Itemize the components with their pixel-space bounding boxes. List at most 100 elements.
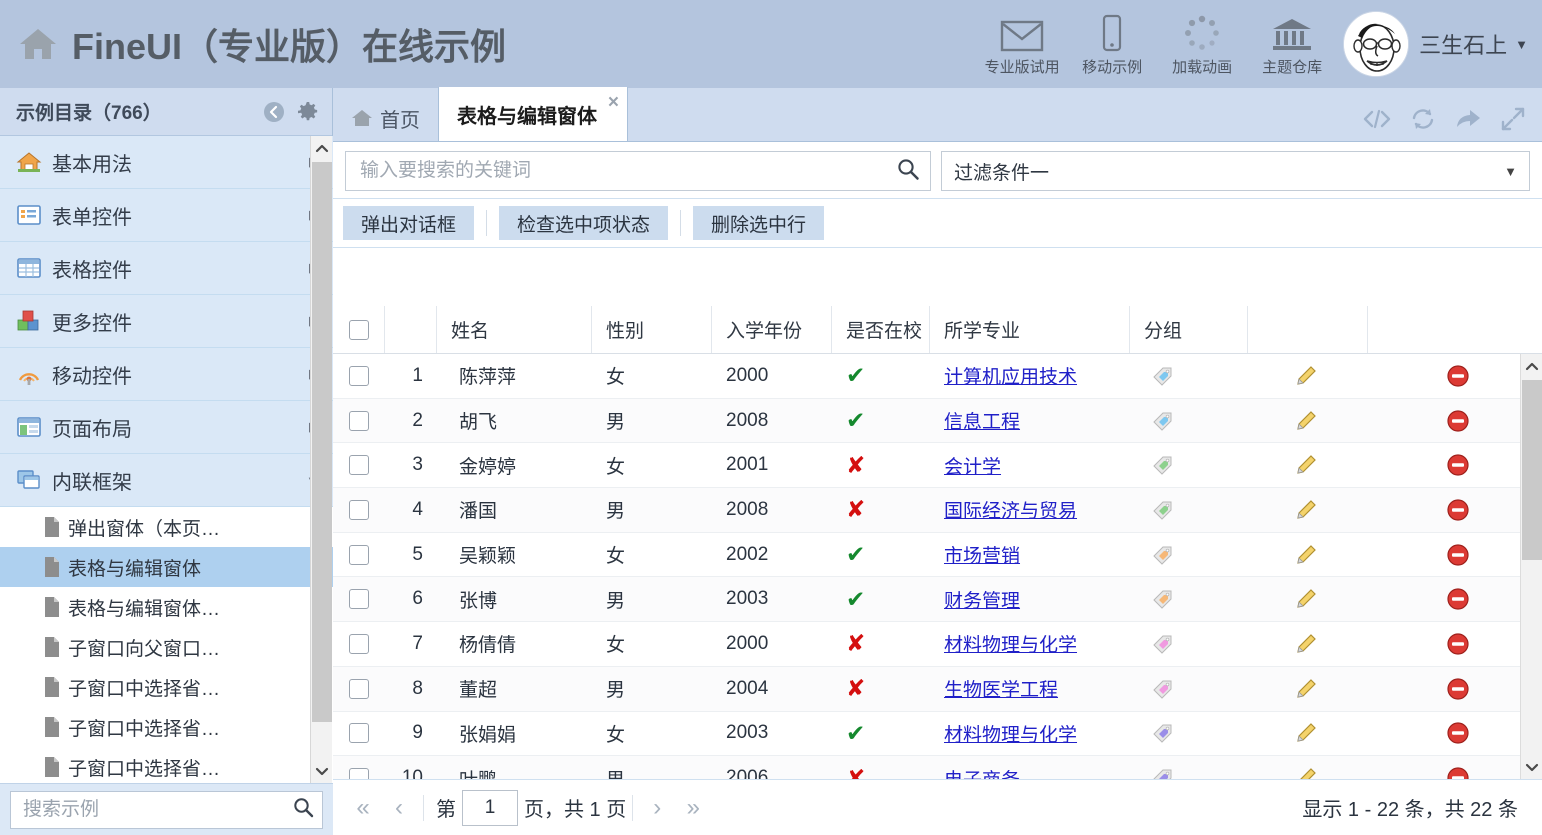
prev-page-button[interactable]: ‹	[395, 793, 403, 821]
chevron-down-icon[interactable]: ▼	[1504, 163, 1517, 179]
check-selection-button[interactable]: 检查选中项状态	[499, 206, 669, 240]
chevron-down-icon[interactable]	[1521, 755, 1542, 779]
open-dialog-button[interactable]: 弹出对话框	[343, 206, 475, 240]
sidebar-subitem-grid-edit-window[interactable]: 表格与编辑窗体	[0, 547, 333, 587]
grid-header-group[interactable]: 分组	[1130, 306, 1248, 353]
chevron-down-icon[interactable]	[311, 759, 332, 783]
grid-scroll-thumb[interactable]	[1522, 380, 1542, 560]
sidebar-item-page-layout[interactable]: 页面布局 ▶	[0, 401, 333, 454]
table-row[interactable]: 1 陈萍萍 女 2000 ✔ 计算机应用技术	[333, 354, 1541, 399]
sidebar-subitem-select-province-1[interactable]: 子窗口中选择省…	[0, 667, 333, 707]
pencil-icon[interactable]	[1294, 364, 1318, 388]
sidebar-item-more-controls[interactable]: 更多控件 ▶	[0, 295, 333, 348]
page-number-input[interactable]	[462, 789, 518, 826]
sidebar-item-grid-controls[interactable]: 表格控件 ▶	[0, 242, 333, 295]
pencil-icon[interactable]	[1294, 766, 1318, 779]
pencil-icon[interactable]	[1294, 543, 1318, 567]
sidebar-scroll-thumb[interactable]	[312, 162, 332, 722]
table-row[interactable]: 7 杨倩倩 女 2000 ✘ 材料物理与化学	[333, 622, 1541, 667]
next-page-button[interactable]: ›	[653, 793, 662, 821]
delete-circle-icon[interactable]	[1446, 498, 1470, 522]
table-row[interactable]: 3 金婷婷 女 2001 ✘ 会计学	[333, 443, 1541, 489]
select-all-checkbox[interactable]	[348, 319, 369, 340]
row-major-link[interactable]: 材料物理与化学	[944, 724, 1078, 746]
close-icon[interactable]: ×	[607, 92, 619, 113]
delete-circle-icon[interactable]	[1446, 453, 1470, 477]
refresh-icon[interactable]	[1410, 107, 1436, 131]
table-row[interactable]: 10 叶鹏 男 2006 ✘ 电子商务	[333, 756, 1541, 779]
code-icon[interactable]	[1362, 107, 1392, 131]
sidebar-subitem-grid-edit-window-2[interactable]: 表格与编辑窗体…	[0, 587, 333, 627]
search-example-box[interactable]	[10, 790, 323, 829]
header-tool-trial[interactable]: 专业版试用	[977, 12, 1067, 77]
row-checkbox[interactable]	[349, 633, 369, 654]
grid-header-at-school[interactable]: 是否在校	[832, 306, 930, 353]
row-major-link[interactable]: 国际经济与贸易	[944, 501, 1078, 523]
sidebar-item-form-controls[interactable]: 表单控件 ▶	[0, 189, 333, 242]
grid-header-year[interactable]: 入学年份	[712, 306, 832, 353]
sidebar-item-basic[interactable]: 基本用法 ▶	[0, 136, 333, 189]
row-major-link[interactable]: 财务管理	[944, 590, 1021, 612]
collapse-left-icon[interactable]	[262, 100, 286, 124]
tab-grid-edit-window[interactable]: 表格与编辑窗体 ×	[438, 87, 628, 141]
user-menu[interactable]: 三生石上 ▼	[1343, 11, 1528, 77]
search-icon[interactable]	[896, 157, 920, 186]
pencil-icon[interactable]	[1294, 453, 1318, 477]
share-arrow-icon[interactable]	[1454, 107, 1482, 131]
pencil-icon[interactable]	[1294, 498, 1318, 522]
delete-selected-rows-button[interactable]: 删除选中行	[693, 206, 825, 240]
table-row[interactable]: 2 胡飞 男 2008 ✔ 信息工程	[333, 398, 1541, 444]
header-tool-mobile[interactable]: 移动示例	[1067, 12, 1157, 77]
sidebar-subitem-select-province-3[interactable]: 子窗口中选择省…	[0, 747, 333, 783]
pencil-icon[interactable]	[1294, 677, 1318, 701]
delete-circle-icon[interactable]	[1446, 632, 1470, 656]
delete-circle-icon[interactable]	[1446, 587, 1470, 611]
pencil-icon[interactable]	[1294, 409, 1318, 433]
chevron-up-icon[interactable]	[1521, 354, 1542, 378]
row-checkbox[interactable]	[349, 499, 369, 520]
brand[interactable]: FineUI（专业版）在线示例	[0, 18, 977, 70]
delete-circle-icon[interactable]	[1446, 543, 1470, 567]
table-row[interactable]: 5 吴颖颖 女 2002 ✔ 市场营销	[333, 532, 1541, 578]
sidebar-item-iframe[interactable]: 内联框架 ▼	[0, 454, 333, 507]
sidebar-subitem-popup-window[interactable]: 弹出窗体（本页…	[0, 507, 333, 547]
row-checkbox[interactable]	[349, 723, 369, 744]
row-checkbox[interactable]	[349, 455, 369, 476]
row-major-link[interactable]: 材料物理与化学	[944, 635, 1078, 657]
table-row[interactable]: 4 潘国 男 2008 ✘ 国际经济与贸易	[333, 488, 1541, 533]
sidebar-item-mobile-controls[interactable]: 移动控件 ▶	[0, 348, 333, 401]
filter-condition-select[interactable]: 过滤条件一 ▼	[941, 151, 1530, 191]
delete-circle-icon[interactable]	[1446, 364, 1470, 388]
delete-circle-icon[interactable]	[1446, 721, 1470, 745]
table-row[interactable]: 6 张博 男 2003 ✔ 财务管理	[333, 577, 1541, 623]
tab-home[interactable]: 首页	[333, 95, 438, 141]
grid-header-gender[interactable]: 性别	[592, 306, 712, 353]
keyword-search-box[interactable]	[345, 151, 931, 191]
delete-circle-icon[interactable]	[1446, 677, 1470, 701]
row-major-link[interactable]: 电子商务	[944, 765, 1020, 779]
search-icon[interactable]	[292, 796, 314, 823]
row-major-link[interactable]: 生物医学工程	[944, 680, 1059, 702]
chevron-up-icon[interactable]	[311, 136, 332, 160]
grid-scrollbar[interactable]	[1520, 354, 1542, 779]
row-major-link[interactable]: 市场营销	[944, 546, 1021, 568]
grid-header-name[interactable]: 姓名	[437, 306, 592, 353]
row-checkbox[interactable]	[349, 410, 369, 431]
delete-circle-icon[interactable]	[1446, 766, 1470, 779]
last-page-button[interactable]: »	[686, 793, 700, 821]
row-major-link[interactable]: 信息工程	[944, 412, 1021, 434]
pencil-icon[interactable]	[1294, 587, 1318, 611]
header-tool-theme[interactable]: 主题仓库	[1247, 12, 1337, 77]
gear-icon[interactable]	[296, 100, 320, 124]
row-checkbox[interactable]	[349, 365, 369, 386]
grid-header-major[interactable]: 所学专业	[930, 306, 1130, 353]
delete-circle-icon[interactable]	[1446, 409, 1470, 433]
first-page-button[interactable]: «	[356, 793, 370, 821]
expand-fullscreen-icon[interactable]	[1500, 107, 1526, 131]
sidebar-subitem-child-to-parent[interactable]: 子窗口向父窗口…	[0, 627, 333, 667]
pencil-icon[interactable]	[1294, 721, 1318, 745]
search-example-input[interactable]	[21, 797, 292, 822]
row-checkbox[interactable]	[349, 589, 369, 610]
grid-header-select-all[interactable]	[333, 306, 385, 353]
row-checkbox[interactable]	[349, 544, 369, 565]
